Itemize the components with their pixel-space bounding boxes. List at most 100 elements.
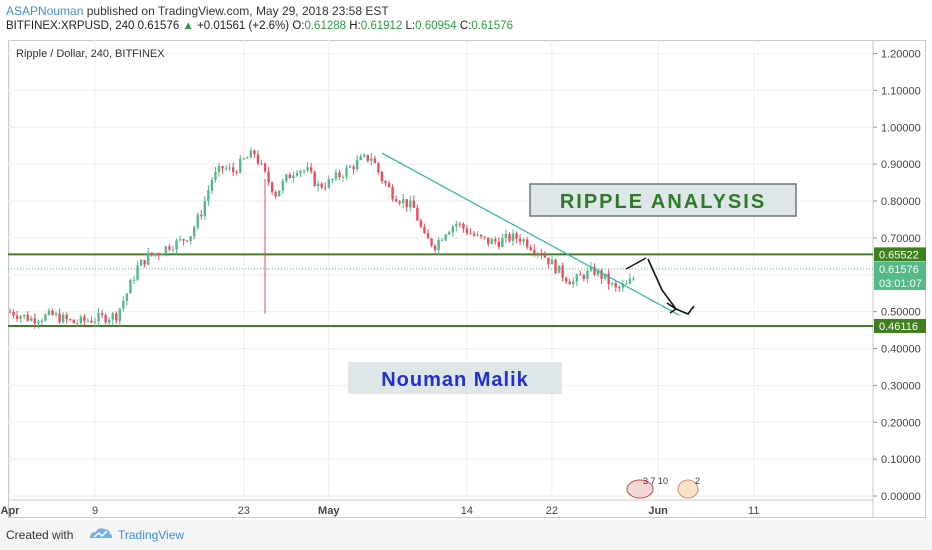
y-tick-label: 0.10000 xyxy=(881,454,921,466)
candle-body xyxy=(384,181,387,184)
candle-body xyxy=(391,187,394,200)
candle-body xyxy=(423,226,426,233)
candle-body xyxy=(86,320,90,322)
candle-body xyxy=(69,319,72,321)
x-tick-label: 9 xyxy=(92,505,98,517)
ripple-analysis-box[interactable] xyxy=(529,183,797,217)
open-value: 0.61288 xyxy=(304,20,347,32)
candle-body xyxy=(178,239,182,241)
y-tick-label: 1.20000 xyxy=(881,49,921,61)
candle-body xyxy=(525,239,529,248)
candle-body xyxy=(249,150,253,158)
event-marker-earnings[interactable]: 3 7 10 xyxy=(626,476,668,499)
candle-body xyxy=(61,314,65,323)
candle-body xyxy=(596,270,600,275)
last-price-tag-bg xyxy=(874,261,926,290)
candle-body xyxy=(79,316,83,324)
y-tick-label: 1.10000 xyxy=(881,85,921,97)
y-tick-label: 0.80000 xyxy=(881,196,921,208)
candle-body xyxy=(93,321,97,323)
candle-body xyxy=(54,313,58,315)
candle-body xyxy=(402,199,405,204)
trendline[interactable] xyxy=(381,152,680,316)
candle-body xyxy=(115,313,118,321)
candle-body xyxy=(582,275,586,279)
candle-body xyxy=(426,232,430,239)
candle-body xyxy=(288,174,292,179)
y-tick-label: 0.20000 xyxy=(881,417,921,429)
candle-body xyxy=(483,236,486,238)
y-tick-label: 0.50000 xyxy=(881,307,921,319)
candle-body xyxy=(575,274,578,282)
candles xyxy=(8,147,635,329)
candle-body xyxy=(394,199,398,202)
candle-body xyxy=(387,183,391,188)
nouman-malik-text: Nouman Malik xyxy=(381,369,529,391)
candle-body xyxy=(292,175,295,179)
candle-body xyxy=(405,199,408,208)
candle-body xyxy=(129,280,132,294)
candle-body xyxy=(44,314,47,321)
event-marker-count: 2 xyxy=(695,476,700,486)
candle-body xyxy=(270,182,274,193)
candle-body xyxy=(65,314,68,320)
up-arrow-icon: ▲ xyxy=(182,20,194,32)
y-tick-label: 0.70000 xyxy=(881,233,921,245)
candle-body xyxy=(603,273,607,279)
event-marker-label: 3 7 10 xyxy=(643,476,668,486)
candle-body xyxy=(409,200,412,208)
candle-body xyxy=(33,318,36,324)
candle-body xyxy=(345,167,348,177)
x-tick-label: 23 xyxy=(238,505,250,517)
candle-body xyxy=(416,207,419,221)
candle-body xyxy=(146,252,150,265)
candle-body xyxy=(564,277,568,282)
candle-body xyxy=(497,241,501,247)
candle-body xyxy=(370,158,373,161)
candle-body xyxy=(12,311,15,316)
countdown-label: 03:01:07 xyxy=(879,278,922,290)
projection-arrow xyxy=(647,258,695,315)
tradingview-link[interactable]: TradingView xyxy=(118,528,185,542)
close-label: C: xyxy=(459,20,472,32)
nouman-malik-box[interactable] xyxy=(348,362,562,394)
candle-body xyxy=(508,233,511,241)
candle-body xyxy=(579,274,582,276)
candle-body xyxy=(625,283,628,285)
price-tag-label: 0.65522 xyxy=(879,249,919,261)
candle-body xyxy=(536,253,540,255)
candle-body xyxy=(203,200,207,217)
candle-body xyxy=(465,228,469,234)
candle-body xyxy=(239,158,242,173)
high-value: 0.61912 xyxy=(360,20,403,32)
candle-body xyxy=(260,163,263,165)
candle-body xyxy=(157,253,160,256)
candle-body xyxy=(309,167,313,172)
candle-body xyxy=(58,313,61,323)
candle-body xyxy=(302,170,306,172)
publish-header: ASAPNouman published on TradingView.com,… xyxy=(6,4,389,18)
candle-body xyxy=(324,187,327,189)
candle-body xyxy=(568,281,571,285)
candle-body xyxy=(47,310,51,315)
author-link[interactable]: ASAPNouman xyxy=(6,4,84,18)
candle-body xyxy=(479,234,483,237)
time-axis[interactable]: Apr 9 23 May 14 22 Jun 11 xyxy=(1,505,760,517)
candle-body xyxy=(22,314,26,317)
candle-body xyxy=(607,273,610,285)
candle-body xyxy=(19,316,22,319)
event-marker-dividend[interactable]: 2 xyxy=(677,476,700,499)
projection-stroke xyxy=(625,257,647,270)
candle-body xyxy=(26,314,29,321)
candle-body xyxy=(118,308,122,321)
candle-body xyxy=(136,265,139,280)
candle-body xyxy=(143,260,146,265)
candle-body xyxy=(316,183,320,186)
candle-body xyxy=(274,192,277,197)
y-tick-label: 1.00000 xyxy=(881,122,921,134)
candle-body xyxy=(40,320,44,322)
last-price-label: 0.61576 xyxy=(879,264,919,276)
descending-trendline[interactable] xyxy=(381,152,680,316)
candle-body xyxy=(380,172,384,182)
